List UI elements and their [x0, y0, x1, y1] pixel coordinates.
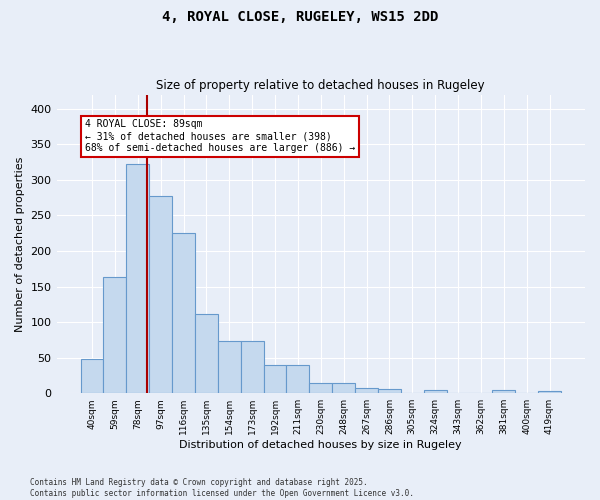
- Bar: [493, 390, 515, 393]
- Bar: [80, 359, 103, 393]
- Bar: [172, 233, 195, 393]
- Text: 4 ROYAL CLOSE: 89sqm
← 31% of detached houses are smaller (398)
68% of semi-deta: 4 ROYAL CLOSE: 89sqm ← 31% of detached h…: [85, 120, 355, 152]
- Bar: [218, 342, 241, 393]
- Title: Size of property relative to detached houses in Rugeley: Size of property relative to detached ho…: [157, 79, 485, 92]
- X-axis label: Distribution of detached houses by size in Rugeley: Distribution of detached houses by size …: [179, 440, 462, 450]
- Bar: [103, 278, 127, 393]
- Bar: [149, 196, 172, 393]
- Bar: [195, 314, 218, 393]
- Y-axis label: Number of detached properties: Number of detached properties: [15, 156, 25, 332]
- Bar: [263, 365, 286, 393]
- Bar: [538, 391, 561, 393]
- Bar: [241, 342, 263, 393]
- Bar: [378, 389, 401, 393]
- Bar: [332, 382, 355, 393]
- Text: Contains HM Land Registry data © Crown copyright and database right 2025.
Contai: Contains HM Land Registry data © Crown c…: [30, 478, 414, 498]
- Bar: [310, 382, 332, 393]
- Bar: [355, 388, 378, 393]
- Bar: [424, 390, 446, 393]
- Bar: [127, 164, 149, 393]
- Bar: [286, 365, 310, 393]
- Text: 4, ROYAL CLOSE, RUGELEY, WS15 2DD: 4, ROYAL CLOSE, RUGELEY, WS15 2DD: [162, 10, 438, 24]
